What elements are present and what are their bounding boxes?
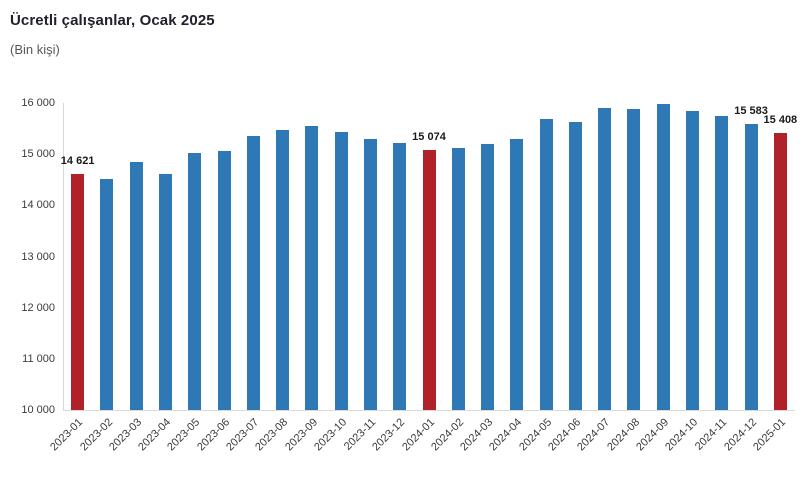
data-label-2023-01: 14 621 — [60, 154, 95, 167]
bar-2024-12 — [744, 124, 758, 410]
y-tick-label: 16 000 — [21, 97, 55, 109]
bar-2023-05 — [188, 152, 202, 410]
bar-2025-01 — [773, 133, 787, 410]
y-tick-label: 12 000 — [21, 301, 55, 314]
bar-2023-09 — [305, 126, 319, 410]
x-axis-line — [63, 410, 795, 411]
bar-2024-01 — [422, 150, 436, 410]
chart-subtitle: (Bin kişi) — [10, 42, 60, 57]
bar-2024-11 — [715, 116, 729, 410]
plot-area: 10 000 11 000 12 000 13 000 14 000 15 000 16 0… — [21, 97, 798, 453]
data-label-2024-12: 15 583 — [734, 105, 768, 118]
y-tick-label: 11 000 — [22, 352, 55, 365]
bar-2024-06 — [568, 122, 582, 410]
bar-2024-10 — [686, 110, 700, 410]
y-tick-label: 13 000 — [21, 250, 55, 263]
bar-2024-02 — [451, 147, 465, 410]
bar-2023-10 — [334, 131, 348, 410]
y-tick-label: 14 000 — [21, 199, 55, 212]
chart-title: Ücretli çalışanlar, Ocak 2025 — [10, 12, 215, 29]
bar-2024-08 — [627, 108, 641, 410]
bar-2023-11 — [363, 138, 377, 410]
bar-2024-04 — [510, 139, 524, 410]
bar-2023-01 — [71, 173, 85, 410]
bar-2023-04 — [158, 173, 172, 410]
bar-2024-05 — [539, 118, 553, 410]
bar-2023-12 — [393, 142, 407, 410]
bar-2023-07 — [246, 135, 260, 410]
data-label-2025-01: 15 408 — [763, 114, 798, 127]
x-tick-label: 2023-01 — [48, 416, 86, 454]
bar-2023-03 — [129, 162, 143, 410]
y-axis-line — [63, 103, 64, 410]
y-tick-label: 10 000 — [21, 404, 55, 416]
bar-2024-07 — [598, 108, 612, 410]
data-label-2024-01: 15 074 — [412, 131, 446, 144]
bar-2023-08 — [276, 130, 290, 410]
bar-2024-03 — [481, 144, 495, 410]
bar-2023-06 — [217, 150, 231, 410]
bar-2023-02 — [100, 179, 114, 410]
y-tick-label: 15 000 — [21, 148, 55, 161]
bar-2024-09 — [656, 104, 670, 410]
